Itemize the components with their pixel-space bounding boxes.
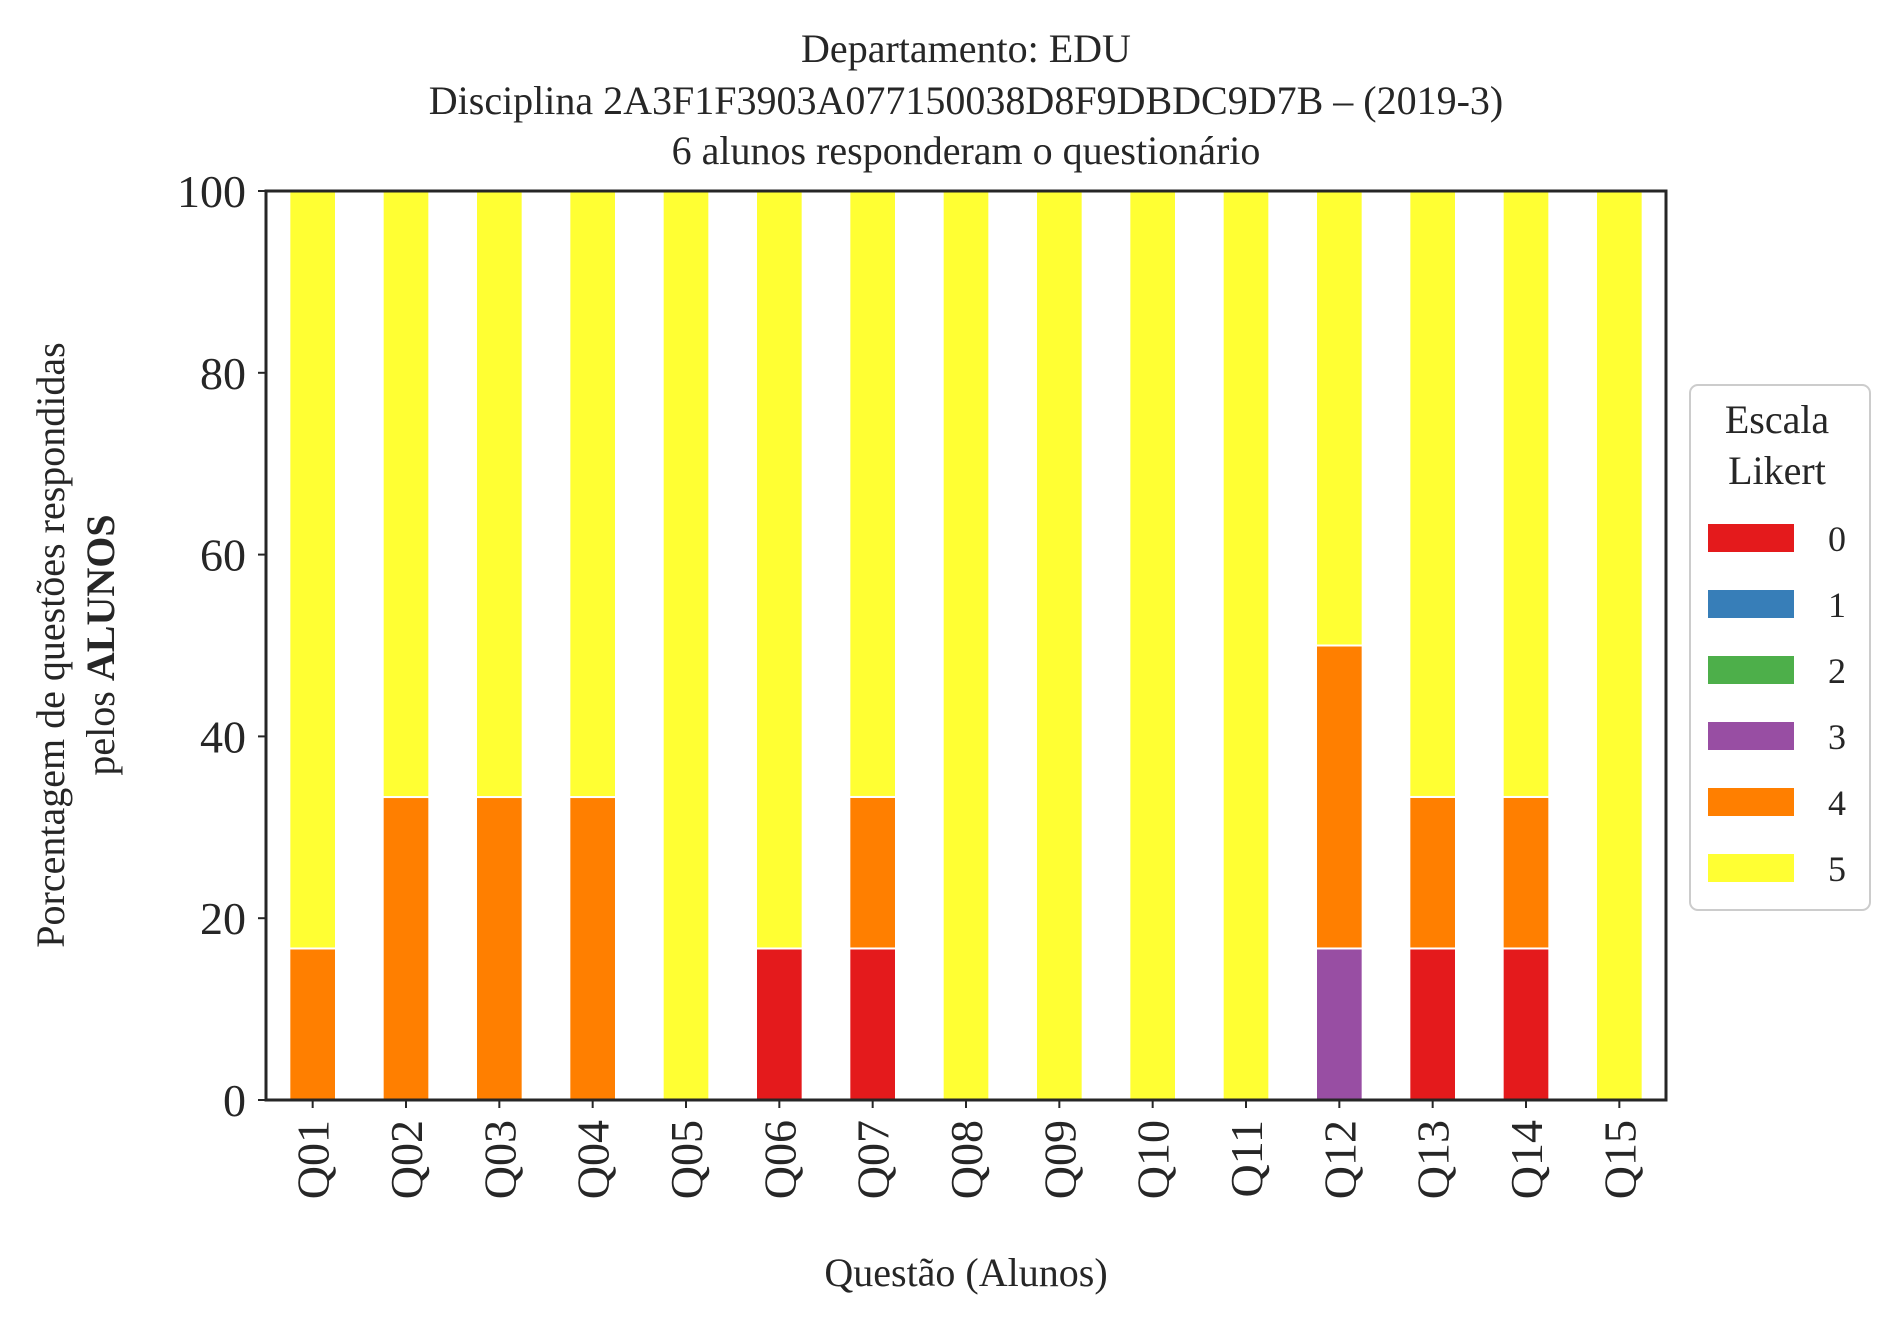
bar-q15-scale-5 bbox=[1595, 190, 1644, 1101]
x-ticks: Q01 Q02 Q03 Q04 Q05 Q06 Q07 Q08 Q09 Q10 Q11 Q12 Q13 Q… bbox=[288, 1100, 1645, 1199]
bar-q03-scale-4 bbox=[475, 796, 524, 1101]
legend-swatch-2 bbox=[1708, 656, 1794, 684]
bar-q09-scale-5 bbox=[1035, 190, 1084, 1101]
legend-label-0: 0 bbox=[1828, 519, 1846, 559]
legend-label-3: 3 bbox=[1828, 717, 1846, 757]
bar-q07-scale-0 bbox=[848, 947, 897, 1102]
legend-label-5: 5 bbox=[1828, 849, 1846, 889]
legend-swatch-0 bbox=[1708, 524, 1794, 552]
y-tick-label: 20 bbox=[200, 893, 246, 944]
bar-q01-scale-4 bbox=[288, 947, 338, 1102]
bar-q06-scale-5 bbox=[755, 190, 804, 950]
y-tick-label: 80 bbox=[200, 348, 246, 399]
legend-swatch-4 bbox=[1708, 788, 1794, 816]
bar-q14-scale-5 bbox=[1501, 189, 1551, 798]
legend-label-2: 2 bbox=[1828, 651, 1846, 691]
bar-q03-scale-5 bbox=[475, 190, 524, 799]
bar-q08-scale-5 bbox=[941, 190, 991, 1101]
x-tick-label: Q09 bbox=[1034, 1120, 1085, 1199]
x-tick-label: Q11 bbox=[1221, 1120, 1272, 1198]
bar-q04-scale-4 bbox=[568, 796, 617, 1101]
x-tick-label: Q07 bbox=[848, 1120, 899, 1199]
legend: Escala Likert 0 1 2 3 4 5 bbox=[1689, 384, 1871, 911]
legend-swatch-5 bbox=[1708, 854, 1794, 882]
y-tick-label: 40 bbox=[200, 711, 246, 762]
legend-label-1: 1 bbox=[1828, 585, 1846, 625]
bar-q11-scale-5 bbox=[1221, 190, 1271, 1101]
y-axis-label-line-1: Porcentagem de questões respondidas bbox=[28, 342, 73, 947]
x-axis-label: Questão (Alunos) bbox=[824, 1250, 1107, 1295]
bar-q02-scale-5 bbox=[381, 190, 431, 799]
bar-q06-scale-0 bbox=[755, 947, 804, 1102]
x-tick-label: Q02 bbox=[381, 1120, 432, 1199]
x-tick-label: Q04 bbox=[568, 1120, 619, 1199]
plot-frame bbox=[264, 189, 1668, 1102]
bar-q02-scale-4 bbox=[381, 796, 431, 1101]
y-tick-label: 100 bbox=[177, 166, 246, 217]
x-tick-label: Q01 bbox=[288, 1120, 339, 1199]
bar-q14-scale-4 bbox=[1501, 795, 1551, 950]
x-tick-label: Q03 bbox=[474, 1120, 525, 1199]
chart-title-line-3: 6 alunos responderam o questionário bbox=[672, 128, 1261, 173]
legend-entries: 0 1 2 3 4 5 bbox=[1708, 519, 1846, 889]
bar-q13-scale-0 bbox=[1408, 947, 1458, 1102]
y-ticks: 0 20 40 60 80 100 bbox=[177, 166, 266, 1126]
legend-label-4: 4 bbox=[1828, 783, 1846, 823]
bar-q12-scale-4 bbox=[1315, 644, 1364, 950]
chart-title-line-2: Disciplina 2A3F1F3903A077150038D8F9DBDC9… bbox=[429, 78, 1503, 123]
x-tick-label: Q10 bbox=[1128, 1120, 1179, 1199]
x-tick-label: Q14 bbox=[1501, 1120, 1552, 1199]
bar-q10-scale-5 bbox=[1128, 190, 1178, 1101]
x-tick-label: Q08 bbox=[941, 1120, 992, 1199]
bar-q07-scale-5 bbox=[848, 189, 897, 798]
x-tick-label: Q05 bbox=[661, 1120, 712, 1199]
legend-swatch-1 bbox=[1708, 590, 1794, 618]
y-tick-label: 0 bbox=[223, 1075, 246, 1126]
y-tick-label: 60 bbox=[200, 530, 246, 581]
bar-q12-scale-5 bbox=[1315, 190, 1364, 647]
legend-title-line-2: Likert bbox=[1728, 448, 1826, 493]
bar-q13-scale-4 bbox=[1408, 795, 1458, 950]
x-tick-label: Q13 bbox=[1408, 1120, 1459, 1199]
y-axis-label-line-2: pelos ALUNOS bbox=[78, 514, 123, 775]
x-tick-label: Q06 bbox=[754, 1120, 805, 1199]
y-axis-label-bold: ALUNOS bbox=[78, 514, 123, 681]
bar-q05-scale-5 bbox=[661, 190, 711, 1101]
legend-title-line-1: Escala bbox=[1725, 397, 1830, 442]
bar-q13-scale-5 bbox=[1408, 189, 1458, 798]
bar-q04-scale-5 bbox=[568, 190, 617, 799]
bar-q14-scale-0 bbox=[1501, 947, 1551, 1102]
bar-q07-scale-4 bbox=[848, 795, 897, 950]
y-axis-label-prefix: pelos bbox=[78, 681, 123, 775]
x-tick-label: Q12 bbox=[1314, 1120, 1365, 1199]
chart-title-line-1: Departamento: EDU bbox=[801, 26, 1131, 71]
bar-q12-scale-3 bbox=[1315, 947, 1364, 1102]
bar-q01-scale-5 bbox=[288, 190, 338, 950]
legend-box bbox=[1689, 384, 1871, 911]
legend-swatch-3 bbox=[1708, 722, 1794, 750]
bars bbox=[288, 189, 1644, 1102]
x-tick-label: Q15 bbox=[1594, 1120, 1645, 1199]
